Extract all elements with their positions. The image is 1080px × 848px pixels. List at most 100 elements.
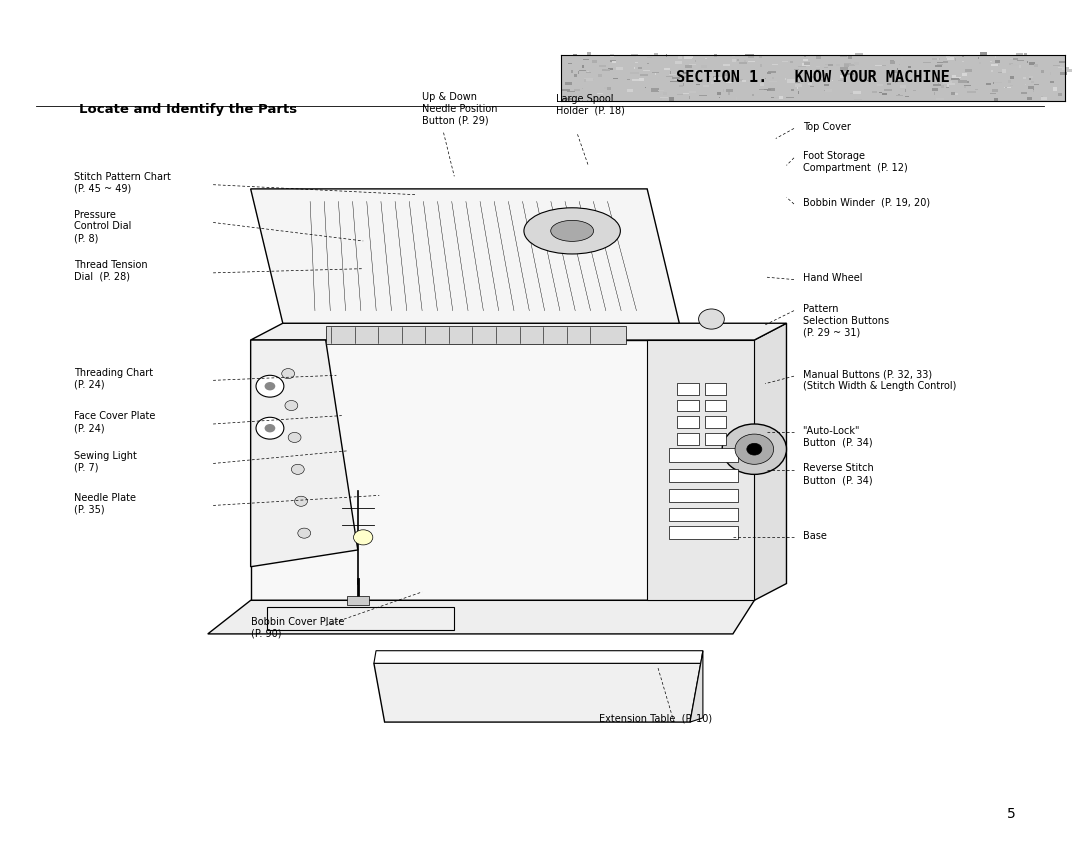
Bar: [913, 90, 916, 92]
Bar: [850, 93, 858, 94]
Bar: [995, 56, 997, 58]
Bar: [724, 74, 728, 75]
Bar: [977, 58, 978, 59]
Bar: [1002, 70, 1005, 73]
Bar: [588, 53, 591, 55]
Bar: [1035, 64, 1038, 67]
Text: Base: Base: [802, 531, 826, 541]
Bar: [689, 56, 693, 59]
Bar: [768, 87, 775, 91]
Text: Sewing Light
(P. 7): Sewing Light (P. 7): [73, 451, 137, 472]
Bar: [715, 79, 720, 81]
Bar: [840, 56, 847, 58]
Text: Needle Plate
(P. 35): Needle Plate (P. 35): [73, 493, 136, 515]
Bar: [728, 92, 730, 95]
Bar: [748, 55, 754, 58]
Bar: [894, 70, 897, 73]
Bar: [991, 70, 993, 72]
Bar: [805, 55, 806, 57]
Bar: [815, 56, 821, 59]
Bar: [964, 69, 972, 72]
Bar: [660, 97, 667, 98]
Bar: [868, 70, 870, 72]
Bar: [872, 91, 877, 92]
Bar: [936, 98, 944, 100]
Text: Hand Wheel: Hand Wheel: [802, 273, 862, 283]
Bar: [684, 71, 688, 75]
Ellipse shape: [551, 220, 594, 242]
Bar: [845, 64, 849, 68]
Bar: [677, 416, 699, 428]
Bar: [900, 55, 903, 56]
Bar: [663, 68, 670, 70]
Bar: [737, 59, 740, 61]
Bar: [1027, 98, 1032, 99]
Bar: [708, 74, 711, 77]
Text: 5: 5: [1008, 807, 1016, 822]
Bar: [1016, 53, 1023, 55]
Bar: [759, 83, 764, 86]
Bar: [782, 61, 787, 62]
Bar: [573, 75, 578, 76]
Bar: [1024, 53, 1027, 55]
Text: Threading Chart
(P. 24): Threading Chart (P. 24): [73, 368, 153, 389]
Bar: [607, 87, 611, 90]
Bar: [683, 70, 685, 71]
Bar: [592, 60, 597, 63]
Bar: [565, 82, 572, 85]
Circle shape: [265, 382, 275, 390]
Text: Stitch Pattern Chart
(P. 45 ~ 49): Stitch Pattern Chart (P. 45 ~ 49): [73, 172, 171, 193]
Bar: [999, 71, 1002, 73]
Text: Bobbin Winder  (P. 19, 20): Bobbin Winder (P. 19, 20): [802, 198, 930, 207]
Bar: [888, 83, 891, 85]
Bar: [867, 77, 872, 79]
Bar: [609, 98, 613, 101]
Polygon shape: [690, 650, 703, 722]
Bar: [951, 92, 955, 95]
Bar: [816, 69, 820, 71]
Bar: [562, 54, 1065, 101]
Bar: [1035, 84, 1039, 85]
Text: Pattern
Selection Buttons
(P. 29 ~ 31): Pattern Selection Buttons (P. 29 ~ 31): [802, 304, 889, 338]
Circle shape: [288, 432, 301, 443]
Polygon shape: [374, 663, 701, 722]
Circle shape: [747, 444, 761, 455]
Text: SECTION 1.   KNOW YOUR MACHINE: SECTION 1. KNOW YOUR MACHINE: [676, 70, 950, 85]
Bar: [694, 60, 697, 62]
Bar: [962, 73, 967, 75]
Text: Thread Tension
Dial  (P. 28): Thread Tension Dial (P. 28): [73, 260, 148, 282]
Text: Bobbin Cover Plate
(P. 90): Bobbin Cover Plate (P. 90): [251, 617, 345, 639]
Bar: [933, 84, 941, 86]
Circle shape: [292, 465, 305, 474]
Bar: [677, 433, 699, 445]
Bar: [677, 399, 699, 411]
Bar: [993, 81, 995, 84]
Bar: [662, 98, 669, 100]
Bar: [900, 86, 906, 87]
Bar: [941, 85, 944, 87]
Bar: [639, 74, 648, 76]
Polygon shape: [754, 323, 786, 600]
Bar: [935, 65, 942, 67]
Bar: [564, 98, 572, 100]
Bar: [839, 75, 846, 78]
Bar: [599, 65, 607, 67]
Bar: [651, 88, 659, 92]
Bar: [752, 94, 754, 97]
Bar: [685, 65, 692, 68]
Text: Foot Storage
Compartment  (P. 12): Foot Storage Compartment (P. 12): [802, 151, 907, 173]
Bar: [807, 76, 814, 78]
Bar: [632, 80, 640, 81]
Bar: [562, 89, 569, 91]
Bar: [946, 56, 950, 58]
Bar: [735, 98, 738, 100]
Text: Pressure
Control Dial
(P. 8): Pressure Control Dial (P. 8): [73, 210, 131, 243]
Bar: [767, 72, 771, 75]
Polygon shape: [207, 600, 754, 634]
Bar: [986, 82, 991, 86]
Bar: [993, 64, 999, 65]
Bar: [990, 64, 998, 66]
Bar: [836, 64, 840, 65]
Bar: [961, 61, 964, 62]
Bar: [713, 75, 718, 78]
